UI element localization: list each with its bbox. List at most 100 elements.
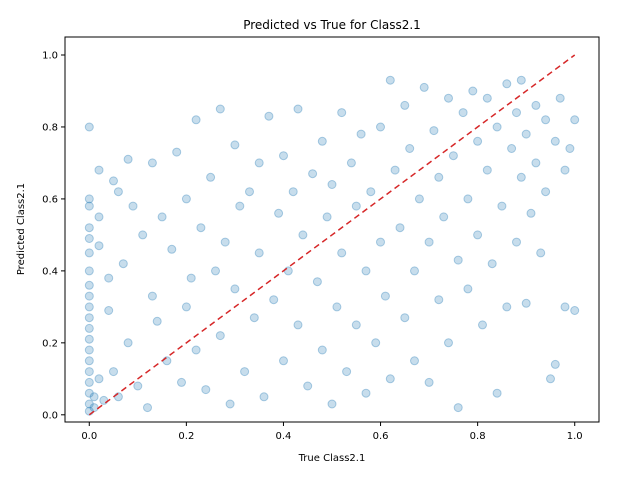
data-point xyxy=(400,100,410,110)
data-point xyxy=(419,82,429,92)
data-point xyxy=(99,395,109,405)
data-point xyxy=(133,381,143,391)
points-layer xyxy=(84,75,580,416)
data-point xyxy=(565,144,575,153)
data-point xyxy=(366,187,376,197)
data-point xyxy=(361,266,371,276)
data-point xyxy=(230,284,240,294)
data-point xyxy=(453,255,463,265)
data-point xyxy=(463,194,473,204)
data-point xyxy=(279,356,288,366)
data-point xyxy=(94,241,104,251)
plot-frame xyxy=(64,36,600,423)
data-point xyxy=(118,259,128,269)
y-tick-label: 0.2 xyxy=(42,338,58,349)
data-point xyxy=(230,140,240,150)
data-point xyxy=(317,345,327,355)
data-point xyxy=(439,212,449,222)
data-point xyxy=(274,208,284,218)
data-point xyxy=(308,169,318,179)
data-point xyxy=(84,388,94,398)
data-point xyxy=(351,201,361,211)
data-point xyxy=(259,392,269,402)
data-point xyxy=(478,320,487,330)
data-point xyxy=(385,374,395,384)
data-point xyxy=(502,79,512,89)
data-point xyxy=(104,306,114,315)
data-point xyxy=(410,356,419,366)
data-point xyxy=(337,108,347,118)
data-point xyxy=(400,313,410,323)
x-tick-label: 1.0 xyxy=(567,431,583,442)
data-point xyxy=(123,154,133,164)
y-tick-label: 0.0 xyxy=(42,410,58,421)
data-point xyxy=(376,237,385,247)
chart-title: Predicted vs True for Class2.1 xyxy=(243,18,421,32)
data-point xyxy=(371,338,381,348)
data-point xyxy=(487,259,497,269)
data-point xyxy=(385,75,395,85)
data-point xyxy=(196,223,206,233)
data-point xyxy=(84,248,94,258)
data-point xyxy=(429,126,439,136)
data-point xyxy=(123,338,133,348)
data-point xyxy=(177,377,186,387)
data-point xyxy=(516,75,526,85)
data-point xyxy=(570,115,580,125)
data-point xyxy=(89,403,99,413)
data-point xyxy=(356,129,366,139)
data-point xyxy=(191,345,201,355)
data-point xyxy=(109,176,118,186)
data-point xyxy=(346,158,356,168)
data-point xyxy=(94,212,104,222)
data-point xyxy=(458,108,468,118)
data-point xyxy=(104,273,114,283)
y-tick-label: 0.6 xyxy=(42,194,58,205)
data-point xyxy=(332,302,342,312)
data-point xyxy=(351,320,361,330)
data-point xyxy=(206,172,216,182)
data-point xyxy=(337,248,347,258)
data-point xyxy=(147,158,157,168)
data-point xyxy=(225,399,235,409)
data-point xyxy=(84,122,94,132)
data-point xyxy=(191,115,201,125)
data-point xyxy=(482,93,492,103)
data-point xyxy=(293,320,303,330)
data-point xyxy=(376,122,385,132)
y-tick-label: 0.8 xyxy=(42,122,58,133)
data-point xyxy=(361,388,371,398)
data-point xyxy=(395,223,405,233)
data-point xyxy=(492,388,502,398)
data-point xyxy=(84,367,94,377)
data-point xyxy=(84,280,94,290)
data-point xyxy=(181,194,191,204)
data-point xyxy=(502,302,512,312)
data-point xyxy=(293,104,303,114)
data-point xyxy=(186,273,196,283)
data-point xyxy=(434,172,444,182)
data-point xyxy=(84,291,94,301)
data-point xyxy=(497,201,507,211)
data-point xyxy=(482,165,492,175)
x-tick-label: 0.8 xyxy=(470,431,486,442)
data-point xyxy=(84,313,94,323)
data-point xyxy=(235,201,245,211)
data-point xyxy=(541,187,551,197)
data-point xyxy=(84,194,94,204)
data-point xyxy=(84,234,94,243)
data-point xyxy=(521,298,531,308)
data-point xyxy=(546,374,555,384)
data-point xyxy=(94,374,104,384)
data-point xyxy=(444,93,453,103)
data-point xyxy=(84,201,94,211)
data-point xyxy=(507,144,517,153)
data-point xyxy=(152,316,162,326)
x-axis-label: True Class2.1 xyxy=(298,453,366,464)
data-point xyxy=(492,122,502,132)
data-point xyxy=(245,187,254,197)
data-point xyxy=(109,367,118,377)
data-point xyxy=(138,230,148,240)
data-point xyxy=(84,399,94,409)
